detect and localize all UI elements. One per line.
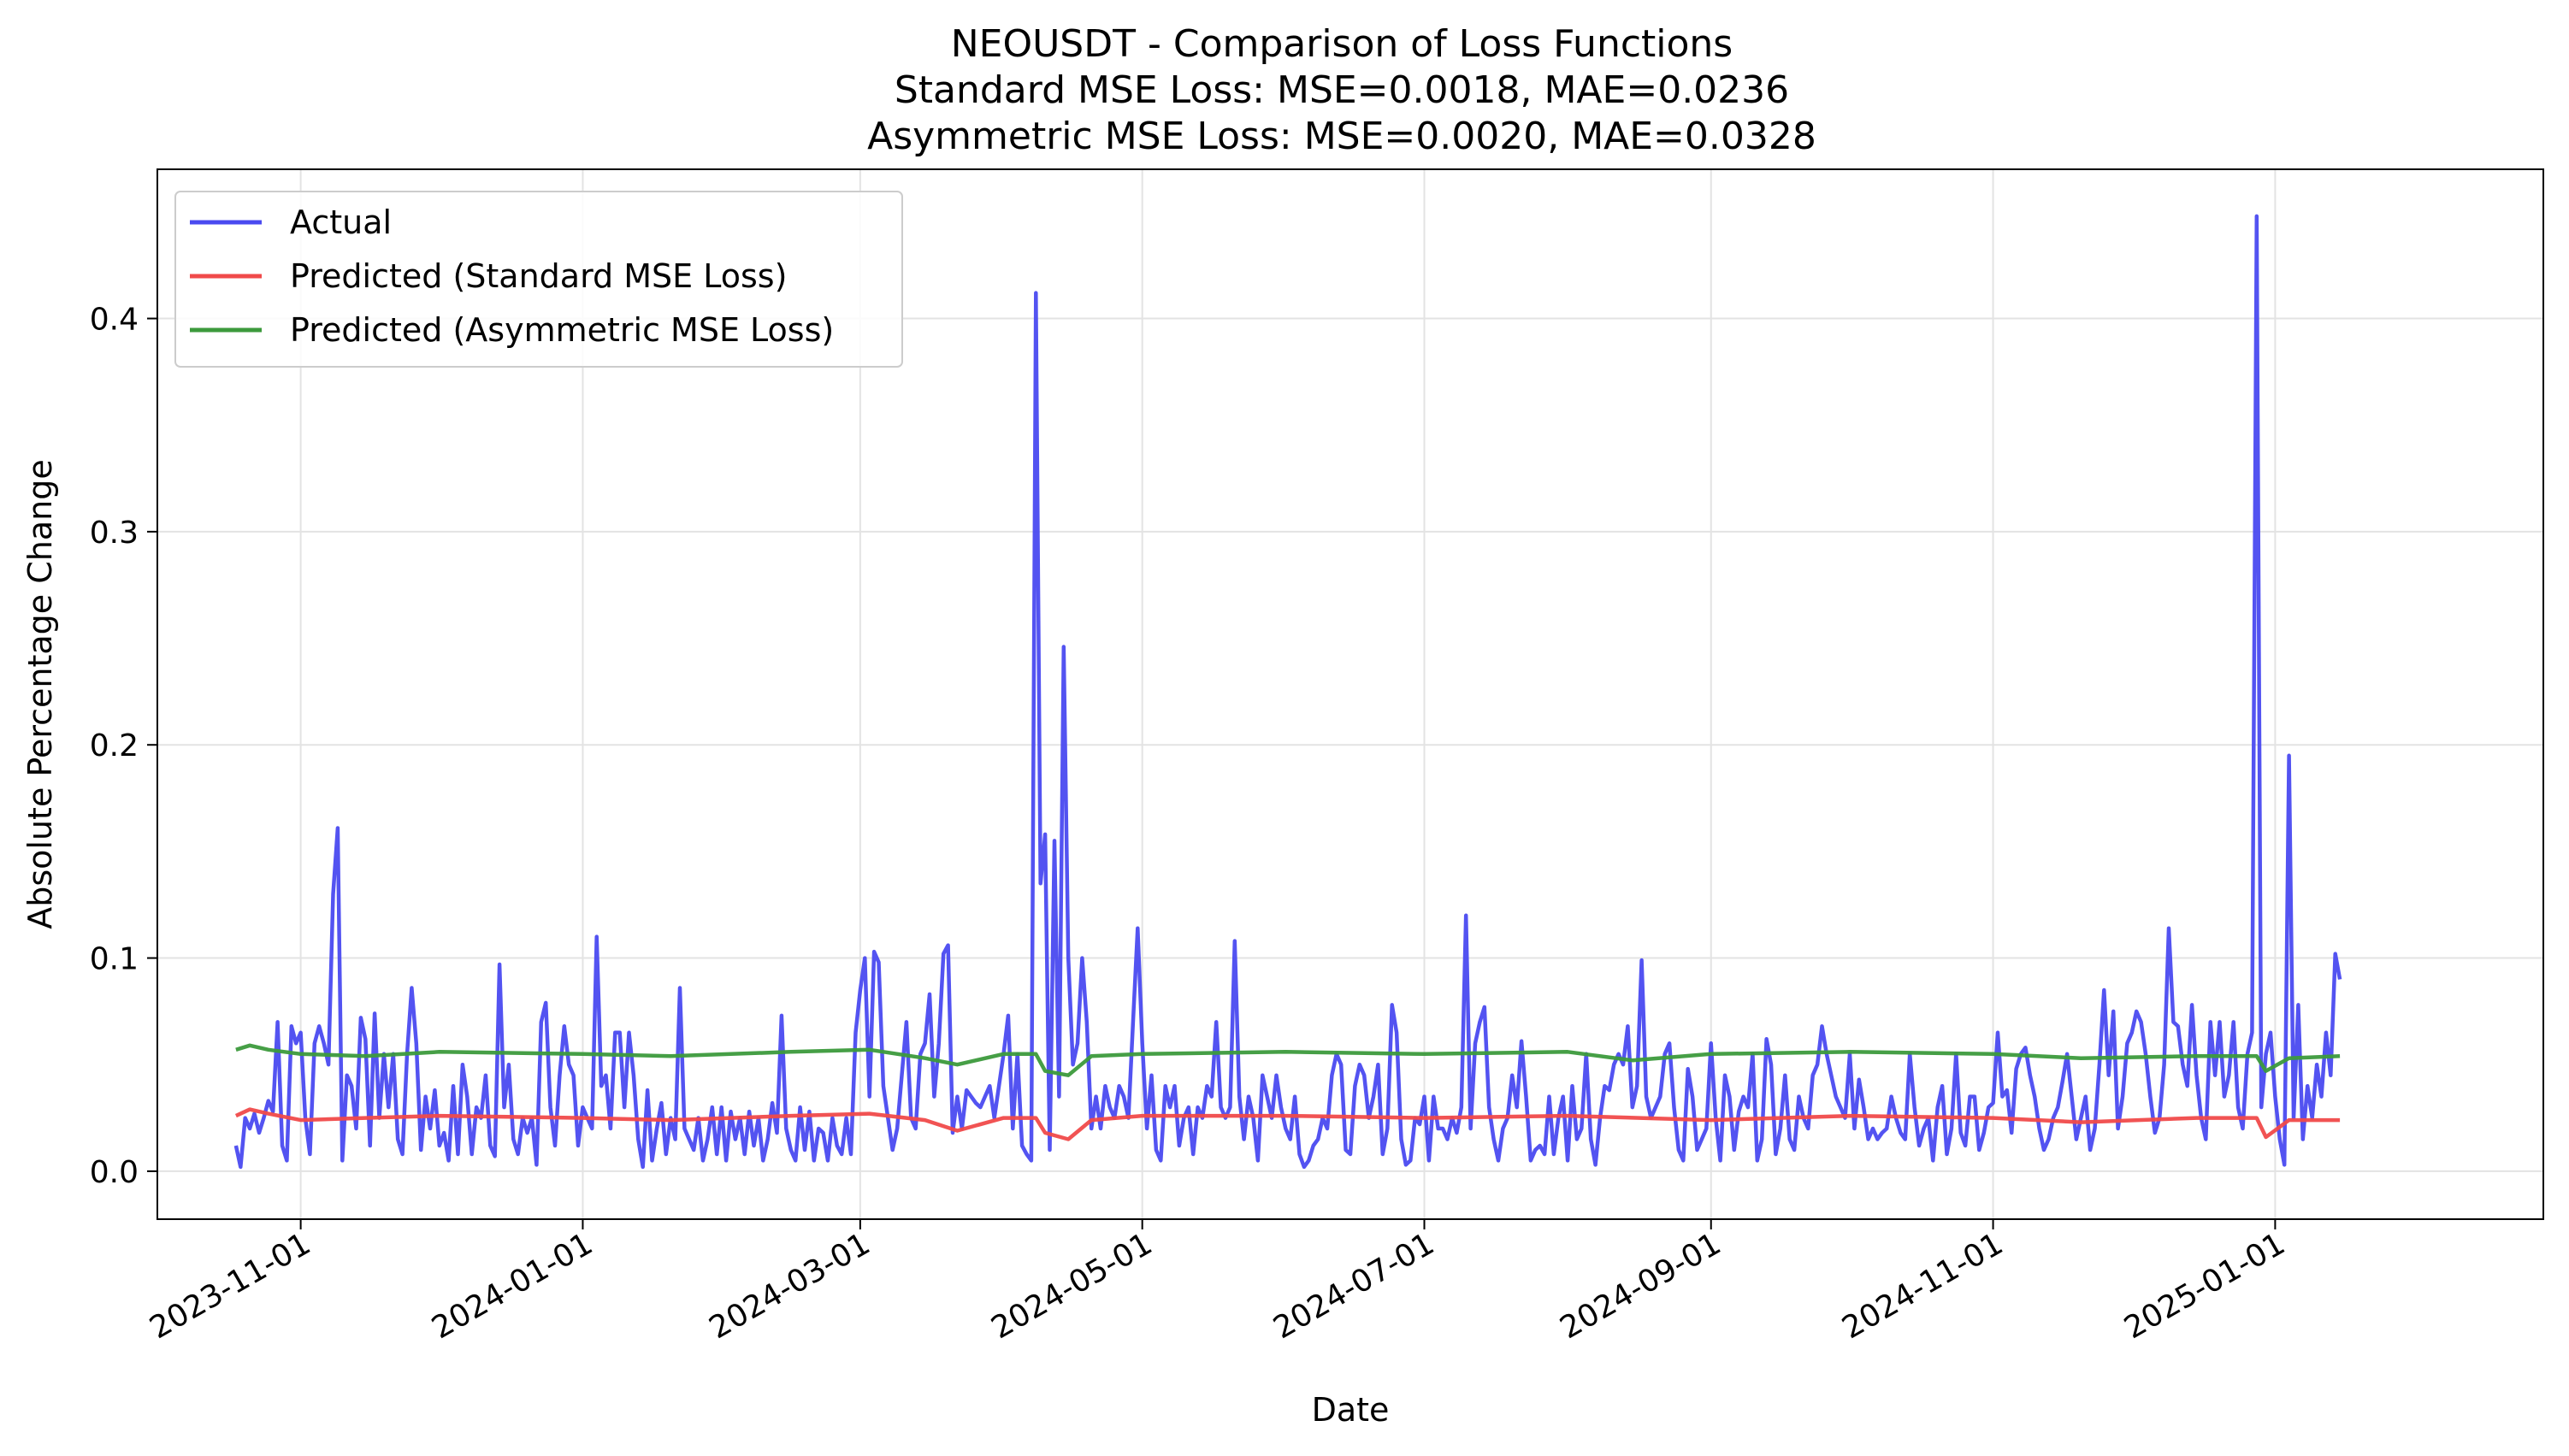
- y-axis-label: Absolute Percentage Change: [21, 459, 59, 929]
- y-tick-label: 0.1: [90, 942, 139, 977]
- legend: Actual Predicted (Standard MSE Loss) Pre…: [174, 191, 903, 368]
- y-tick-label: 0.2: [90, 728, 139, 763]
- series-line-1: [234, 1107, 2341, 1141]
- x-axis-label: Date: [1312, 1391, 1390, 1429]
- series-line-2: [235, 1043, 2341, 1077]
- chart-title-line-2: Standard MSE Loss: MSE=0.0018, MAE=0.023…: [895, 68, 1789, 112]
- chart-title-line-1: NEOUSDT - Comparison of Loss Functions: [951, 22, 1733, 66]
- legend-label-standard-mse: Predicted (Standard MSE Loss): [290, 257, 787, 295]
- legend-box: [174, 191, 903, 368]
- legend-label-actual: Actual: [290, 203, 392, 241]
- plot-lines: [233, 214, 2342, 1170]
- y-tick-label: 0.3: [90, 516, 139, 551]
- legend-label-asymmetric-mse: Predicted (Asymmetric MSE Loss): [290, 311, 834, 349]
- plot-frame: [157, 168, 2544, 1220]
- y-tick-label: 0.0: [90, 1155, 139, 1190]
- y-axis-ticks: 0.0 0.1 0.2 0.3 0.4: [90, 303, 157, 1190]
- chart-title: NEOUSDT - Comparison of Loss Functions S…: [867, 22, 1816, 158]
- chart-title-line-3: Asymmetric MSE Loss: MSE=0.0020, MAE=0.0…: [867, 115, 1816, 158]
- y-tick-label: 0.4: [90, 303, 139, 338]
